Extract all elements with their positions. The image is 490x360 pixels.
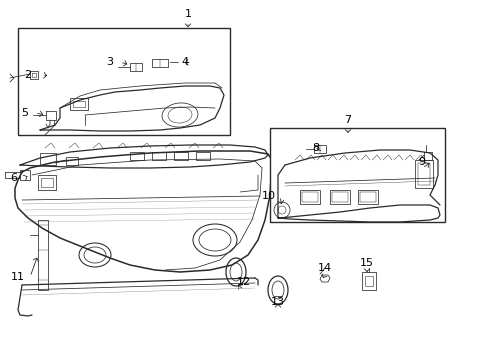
- Text: 11: 11: [11, 272, 25, 282]
- Bar: [360, 192, 376, 202]
- Text: 15: 15: [360, 258, 374, 268]
- Bar: [302, 192, 318, 202]
- Text: 13: 13: [271, 297, 285, 307]
- Text: 4: 4: [181, 57, 189, 67]
- Bar: [20, 170, 30, 180]
- Text: 7: 7: [344, 115, 351, 125]
- Text: 8: 8: [313, 143, 319, 153]
- Bar: [415, 160, 433, 188]
- Bar: [41, 178, 53, 187]
- Text: 5: 5: [22, 108, 28, 118]
- Bar: [330, 190, 350, 204]
- Bar: [38, 175, 56, 190]
- Text: 6: 6: [10, 173, 18, 183]
- Bar: [18, 28, 230, 135]
- Bar: [332, 192, 348, 202]
- Bar: [152, 152, 166, 160]
- Text: 14: 14: [318, 263, 332, 273]
- Text: 1: 1: [185, 9, 192, 19]
- Bar: [73, 101, 85, 107]
- Text: 10: 10: [262, 191, 276, 201]
- Bar: [130, 152, 144, 160]
- Bar: [270, 128, 445, 222]
- Bar: [40, 153, 56, 165]
- Bar: [300, 190, 320, 204]
- Bar: [314, 145, 326, 153]
- Text: 2: 2: [24, 70, 31, 80]
- Bar: [66, 157, 78, 165]
- Bar: [70, 98, 88, 110]
- Bar: [365, 276, 373, 286]
- Bar: [196, 152, 210, 160]
- Text: 3: 3: [106, 57, 114, 67]
- Bar: [362, 272, 376, 290]
- Text: 9: 9: [418, 157, 425, 167]
- Bar: [358, 190, 378, 204]
- Bar: [38, 220, 48, 290]
- Bar: [418, 163, 430, 185]
- Text: 12: 12: [237, 277, 251, 287]
- Bar: [174, 152, 188, 160]
- Bar: [152, 59, 168, 67]
- Bar: [130, 63, 142, 71]
